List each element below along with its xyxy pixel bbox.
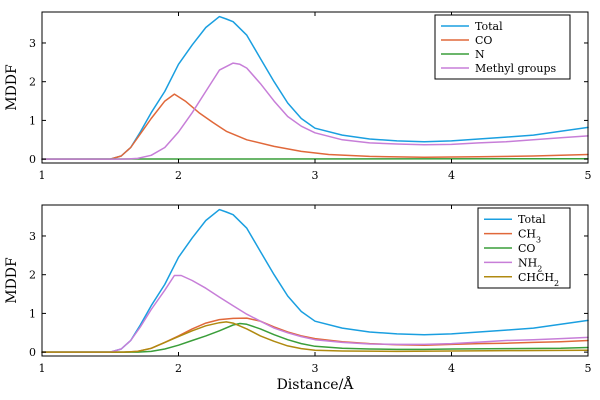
y-tick-label: 2: [29, 269, 36, 282]
y-tick-label: 3: [29, 230, 36, 243]
x-tick-label: 1: [39, 362, 46, 375]
x-tick-label: 2: [175, 362, 182, 375]
y-tick-label: 2: [29, 76, 36, 89]
legend-label: CHCH2: [518, 271, 559, 288]
y-tick-label: 1: [29, 114, 36, 127]
legend-label: CO: [475, 34, 492, 47]
series-line-4: [41, 274, 589, 353]
x-tick-label: 4: [448, 362, 455, 375]
series-line-3: [41, 322, 589, 353]
x-axis-label: Distance/Å: [277, 375, 355, 393]
y-tick-label: 0: [29, 153, 36, 166]
y-tick-label: 0: [29, 346, 36, 359]
y-axis-label: MDDF: [4, 257, 20, 304]
series-line-1: [41, 15, 589, 160]
x-tick-label: 1: [39, 169, 46, 182]
legend-label: CH3: [518, 228, 541, 245]
legend-label: NH2: [518, 256, 542, 273]
series-line-1: [41, 208, 589, 353]
legend-label: N: [475, 48, 485, 61]
x-tick-label: 3: [312, 362, 319, 375]
series-line-5: [41, 321, 589, 353]
x-tick-label: 2: [175, 169, 182, 182]
legend-label: CO: [518, 242, 535, 255]
legend-label: Total: [518, 213, 546, 226]
y-tick-label: 1: [29, 307, 36, 320]
legend-label: Total: [475, 20, 503, 33]
x-tick-label: 5: [585, 169, 592, 182]
chart-panel-2: 1 2 3 4 50123MDDFDistance/ÅTotalCH3CONH2CHCH…: [4, 204, 592, 393]
y-axis-label: MDDF: [4, 64, 20, 111]
y-tick-label: 3: [29, 37, 36, 50]
series-line-2: [41, 93, 589, 160]
x-tick-label: 3: [312, 169, 319, 182]
x-tick-label: 4: [448, 169, 455, 182]
legend-label: Methyl groups: [475, 62, 557, 75]
series-line-4: [41, 62, 589, 160]
x-tick-label: 5: [585, 362, 592, 375]
